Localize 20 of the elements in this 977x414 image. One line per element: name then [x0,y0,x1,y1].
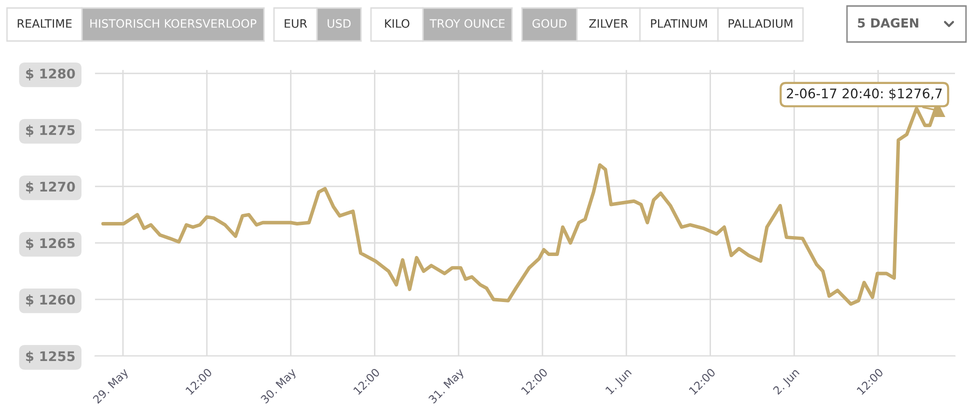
text: HISTORISCH KOERSVERLOOP [90,19,256,28]
y-tick-label: $ 1280 [26,68,75,80]
annotation: 2-06-17 20:40: $1276,7 [786,88,942,100]
text: GOUD [532,19,566,28]
y-tick-label: $ 1270 [26,181,75,194]
text: EUR [284,19,308,28]
y-tick-label: $ 1265 [26,238,75,250]
text: PLATINUM [651,19,707,28]
y-tick-label: $ 1260 [26,294,75,306]
text: TROY OUNCE [430,19,505,28]
text: KILO [385,19,410,28]
x-tick-label: 2. Jun [772,368,802,396]
text: 5 DAGEN [858,18,918,28]
text: PALLADIUM [728,19,792,28]
text: ZILVER [589,19,628,28]
text: REALTIME [18,19,72,28]
y-tick-label: $ 1255 [26,350,75,363]
y-tick-label: $ 1275 [26,124,75,137]
text: USD [328,19,351,28]
x-tick-label: 1. Jun [605,368,634,396]
